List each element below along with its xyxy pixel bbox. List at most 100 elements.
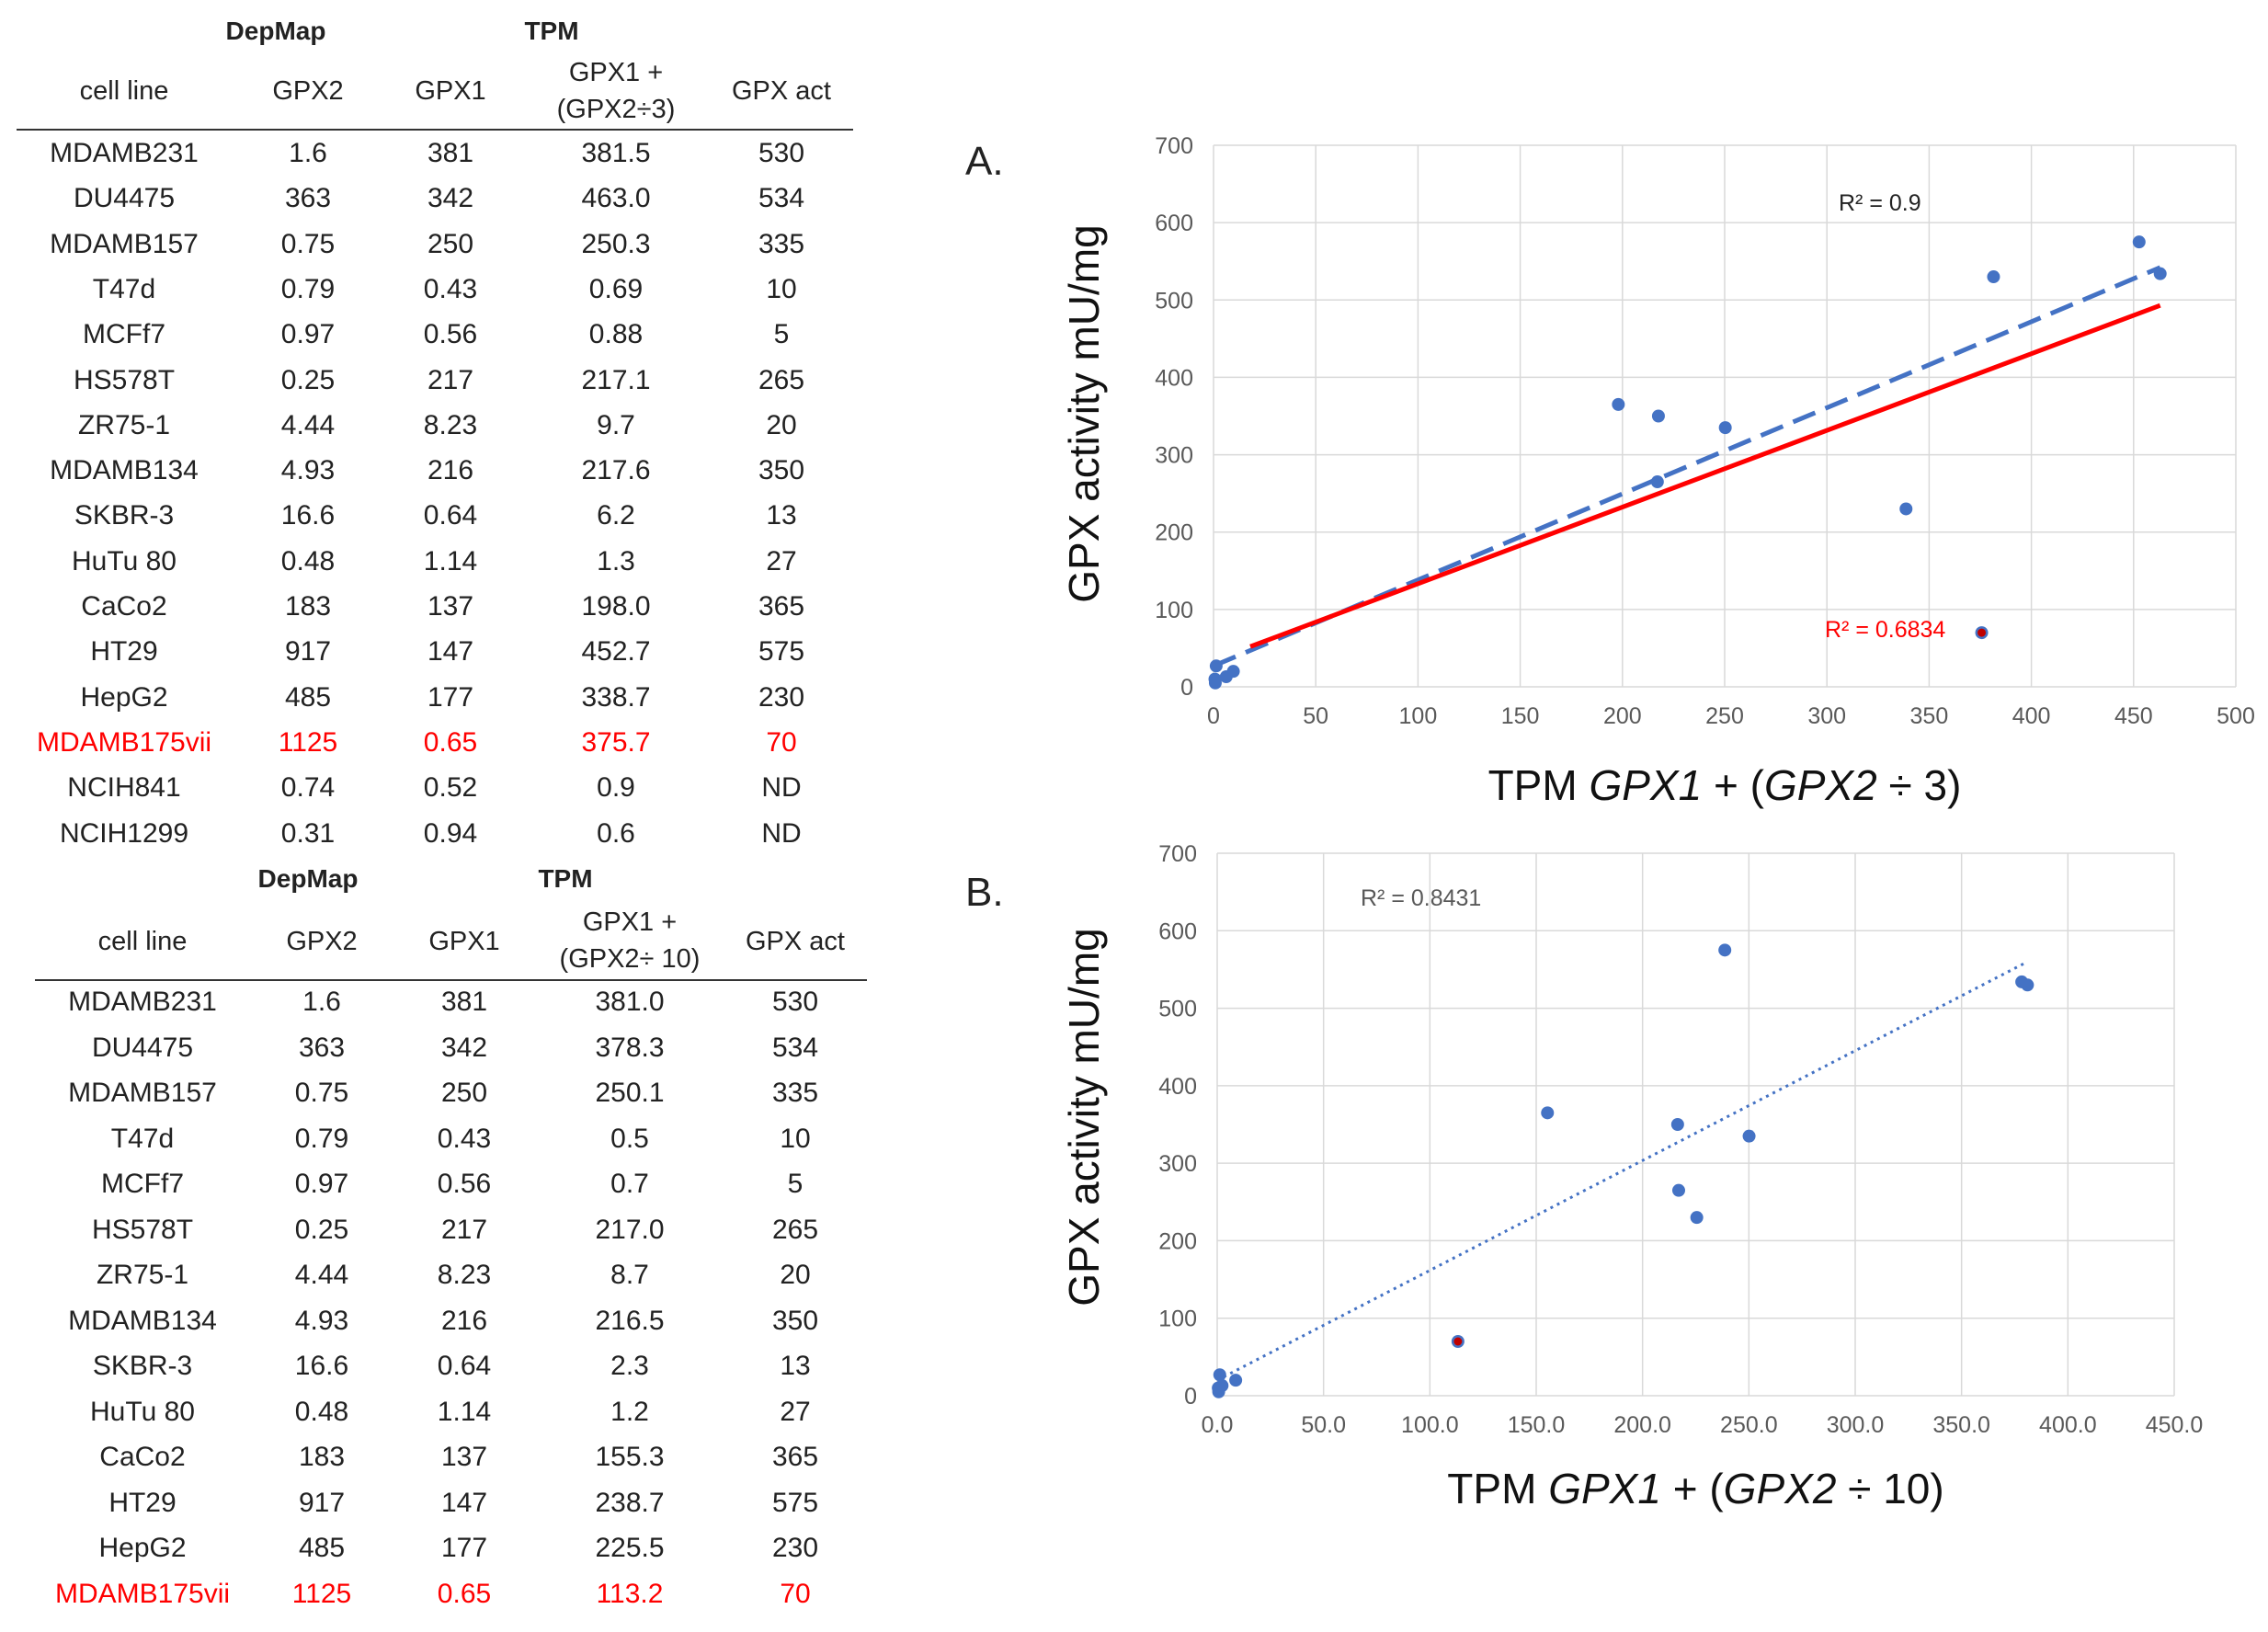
x-axis-title-part: ÷ 3) bbox=[1877, 761, 1962, 809]
data-point bbox=[1651, 409, 1665, 423]
table-cell-gpx-act: 27 bbox=[766, 545, 797, 576]
table-cell-cell-line: NCIH1299 bbox=[59, 817, 189, 849]
x-tick-label: 0 bbox=[1207, 703, 1220, 729]
table-cell-cell-line: HuTu 80 bbox=[90, 1396, 195, 1427]
x-axis-title: TPM GPX1 + (GPX2 ÷ 3) bbox=[1488, 761, 1962, 809]
table-cell-combined-tpm: 1.2 bbox=[610, 1396, 649, 1427]
y-axis-title: GPX activity mU/mg bbox=[1060, 928, 1108, 1307]
table-cell-gpx1: 217 bbox=[427, 364, 474, 395]
table-cell-cell-line: MDAMB231 bbox=[50, 138, 199, 168]
table-cell-combined-tpm: 217.0 bbox=[595, 1214, 665, 1245]
table-cell-combined-tpm: 225.5 bbox=[595, 1533, 665, 1563]
y-tick-label: 600 bbox=[1158, 919, 1197, 944]
table-cell-gpx2: 16.6 bbox=[280, 500, 336, 531]
x-tick-label: 100.0 bbox=[1401, 1412, 1459, 1438]
y-tick-label: 0 bbox=[1180, 675, 1193, 701]
r-squared-label: R² = 0.6834 bbox=[1825, 617, 1945, 643]
data-point bbox=[1899, 502, 1913, 516]
table-cell-gpx-act: 534 bbox=[771, 1032, 819, 1063]
data-point bbox=[2015, 975, 2029, 988]
x-axis-title-part: GPX1 bbox=[1589, 761, 1702, 809]
table-cell-gpx-act: 365 bbox=[771, 1442, 819, 1472]
x-axis-title-part: GPX2 bbox=[1764, 761, 1877, 809]
table-cell-gpx-act: 10 bbox=[766, 273, 797, 304]
table-cell-gpx-act: 350 bbox=[758, 455, 805, 486]
x-tick-label: 0.0 bbox=[1202, 1412, 1234, 1438]
table-cell-gpx-act: 10 bbox=[780, 1123, 811, 1154]
table-cell-gpx2: 0.79 bbox=[294, 1123, 349, 1154]
table-cell-cell-line: HuTu 80 bbox=[72, 545, 177, 576]
table-cell-gpx1: 8.23 bbox=[437, 1260, 492, 1290]
table-cell-gpx-act: 13 bbox=[766, 500, 797, 531]
header-gpx-act: GPX act bbox=[746, 927, 845, 956]
panel-label: A. bbox=[965, 139, 1004, 184]
table-cell-gpx1: 0.43 bbox=[437, 1123, 492, 1154]
x-axis-title: TPM GPX1 + (GPX2 ÷ 10) bbox=[1447, 1465, 1943, 1512]
table-cell-gpx-act: 530 bbox=[771, 987, 819, 1017]
group-label-tpm: TPM bbox=[524, 17, 579, 45]
y-tick-label: 200 bbox=[1158, 1228, 1197, 1254]
table-cell-gpx1: 8.23 bbox=[423, 409, 478, 440]
table-cell-gpx2: 917 bbox=[298, 1487, 346, 1518]
table-cell-gpx2: 1.6 bbox=[289, 138, 327, 168]
table-cell-combined-tpm: 2.3 bbox=[610, 1351, 649, 1381]
header-gpx1-plus: GPX1 + bbox=[568, 58, 664, 87]
y-tick-label: 100 bbox=[1155, 598, 1193, 623]
table-cell-combined-tpm: 6.2 bbox=[597, 500, 635, 531]
table-cell-cell-line: MDAMB134 bbox=[68, 1305, 217, 1336]
header-gpx2-div: (GPX2÷ 10) bbox=[559, 944, 701, 974]
x-tick-label: 50 bbox=[1303, 703, 1328, 729]
data-point bbox=[1690, 1211, 1704, 1225]
table-cell-combined-tpm: 0.5 bbox=[610, 1123, 649, 1154]
table-cell-gpx2: 917 bbox=[284, 636, 332, 668]
table-cell-combined-tpm: 217.6 bbox=[581, 455, 651, 486]
table-cell-cell-line: MDAMB175vii bbox=[36, 726, 212, 758]
x-tick-label: 150.0 bbox=[1508, 1412, 1566, 1438]
table-cell-combined-tpm: 250.1 bbox=[595, 1078, 665, 1108]
table-cell-combined-tpm: 378.3 bbox=[595, 1032, 665, 1063]
x-tick-label: 300 bbox=[1807, 703, 1846, 729]
table-cell-gpx-act: 230 bbox=[758, 681, 805, 713]
table-cell-cell-line: T47d bbox=[92, 273, 156, 304]
trendline-dotted bbox=[1216, 960, 2029, 1382]
header-gpx2: GPX2 bbox=[272, 76, 344, 106]
table-cell-gpx2: 183 bbox=[284, 591, 332, 622]
table-cell-gpx-act: 534 bbox=[758, 183, 805, 214]
table-cell-gpx1: 216 bbox=[427, 455, 474, 486]
table-cell-combined-tpm: 463.0 bbox=[581, 183, 651, 214]
y-tick-label: 100 bbox=[1158, 1307, 1197, 1332]
table-cell-cell-line: HepG2 bbox=[80, 681, 168, 713]
table-cell-gpx2: 0.75 bbox=[280, 228, 336, 259]
table-cell-combined-tpm: 452.7 bbox=[581, 636, 651, 668]
table-cell-gpx-act: 20 bbox=[766, 409, 797, 440]
y-tick-label: 300 bbox=[1158, 1151, 1197, 1177]
header-rule bbox=[35, 979, 867, 981]
table-cell-gpx2: 4.93 bbox=[280, 455, 336, 486]
table-cell-gpx2: 1125 bbox=[291, 1578, 352, 1609]
table-cell-combined-tpm: 198.0 bbox=[581, 591, 651, 622]
data-point bbox=[1208, 676, 1222, 690]
data-point bbox=[1209, 659, 1223, 673]
header-gpx2: GPX2 bbox=[286, 927, 358, 956]
table-cell-combined-tpm: 381.5 bbox=[581, 138, 651, 168]
table-cell-gpx1: 0.64 bbox=[423, 500, 478, 531]
table-cell-gpx-act: 335 bbox=[758, 228, 805, 259]
table-cell-cell-line: HS578T bbox=[73, 364, 176, 395]
table-cell-gpx1: 0.94 bbox=[423, 817, 478, 849]
table-cell-cell-line: DU4475 bbox=[91, 1032, 194, 1063]
table-cell-cell-line: HT29 bbox=[108, 1487, 177, 1518]
table-cell-gpx-act: 5 bbox=[787, 1169, 803, 1199]
x-tick-label: 250 bbox=[1705, 703, 1744, 729]
data-point bbox=[1742, 1129, 1756, 1143]
table-cell-gpx-act: 575 bbox=[758, 636, 805, 668]
table-cell-gpx-act: 265 bbox=[771, 1214, 819, 1245]
x-tick-label: 100 bbox=[1399, 703, 1438, 729]
table-cell-combined-tpm: 0.6 bbox=[597, 817, 635, 849]
header-rule bbox=[17, 129, 853, 131]
table-cell-gpx2: 1.6 bbox=[302, 987, 341, 1017]
r-squared-label: R² = 0.8431 bbox=[1361, 885, 1481, 911]
r-squared-label: R² = 0.9 bbox=[1839, 190, 1921, 216]
x-tick-label: 400.0 bbox=[2039, 1412, 2097, 1438]
x-axis-title-part: + ( bbox=[1702, 761, 1764, 809]
data-point bbox=[2153, 267, 2167, 280]
